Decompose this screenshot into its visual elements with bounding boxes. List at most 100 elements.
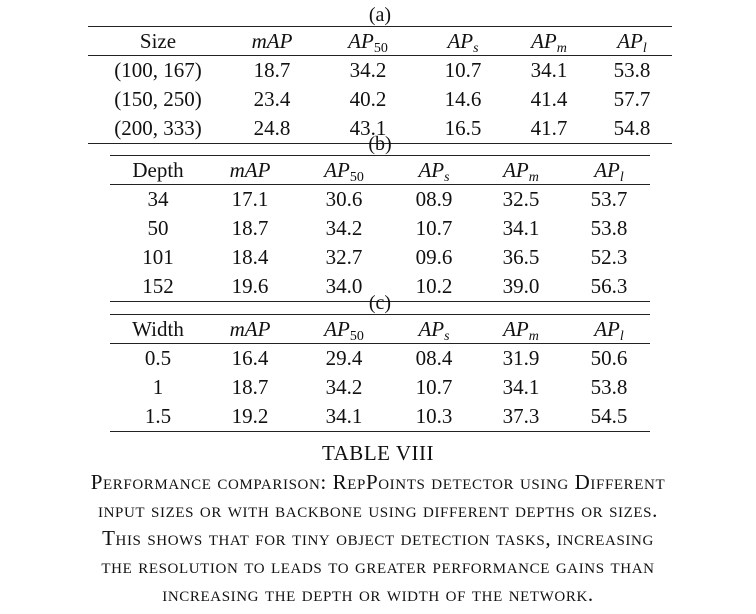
table-cell: 50.6: [590, 346, 628, 370]
table-cell: 0.5: [144, 346, 172, 370]
table-cell: 34.2: [325, 375, 363, 399]
table-cell: 24.8: [253, 116, 291, 140]
table-row: (150, 250) 23.4 40.2 14.6 41.4 57.7: [88, 85, 672, 114]
table-bottom-rule: [110, 301, 650, 302]
column-header: APs: [418, 317, 450, 344]
table-cell: 101: [142, 245, 174, 269]
table-cell: 34.1: [502, 216, 540, 240]
table-row: 0.5 16.4 29.4 08.4 31.9 50.6: [110, 343, 650, 374]
table-cell: (200, 333): [114, 116, 202, 140]
subtable-b-tag: (b): [368, 133, 392, 155]
table-cell: 37.3: [502, 404, 540, 428]
caption-line: the resolution to leads to greater perfo…: [101, 554, 655, 578]
table-cell: 30.6: [325, 187, 363, 211]
table-cell: 34.2: [349, 58, 387, 82]
table-cell: 54.8: [613, 116, 651, 140]
table-row: 152 19.6 34.0 10.2 39.0 56.3: [110, 272, 650, 302]
column-header: APl: [594, 317, 624, 344]
column-header: APm: [503, 317, 539, 344]
table-cell: 41.4: [530, 87, 568, 111]
table-row: 1 18.7 34.2 10.7 34.1 53.8: [110, 373, 650, 402]
column-header: APl: [617, 29, 647, 56]
table-header-row: Depth mAP AP50 APs APm APl: [110, 155, 650, 185]
column-header: APs: [418, 158, 450, 185]
table-cell: 54.5: [590, 404, 628, 428]
table-a: Size mAP AP50 APs APm APl (100, 167) 18.…: [88, 26, 672, 144]
table-c: Width mAP AP50 APs APm APl 0.5 16.4 29.4…: [110, 314, 650, 432]
table-cell: 10.7: [444, 58, 482, 82]
table-cell: 50: [147, 216, 169, 240]
table-cell: 31.9: [502, 346, 540, 370]
table-cell: 18.7: [231, 216, 269, 240]
column-header: Width: [132, 317, 184, 341]
table-cell: 34.1: [502, 375, 540, 399]
table-cell: 29.4: [325, 346, 363, 370]
table-cell: 18.7: [231, 375, 269, 399]
table-cell: 16.4: [231, 346, 269, 370]
caption-line: Performance comparison: RepPoints detect…: [90, 470, 666, 494]
table-caption: TABLE VIII Performance comparison: RepPo…: [0, 438, 756, 608]
table-cell: 34.0: [325, 274, 363, 298]
table-row: (200, 333) 24.8 43.1 16.5 41.7 54.8: [88, 114, 672, 144]
table-cell: 14.6: [444, 87, 482, 111]
table-cell: 1: [152, 375, 164, 399]
subtable-c: (c) Width mAP AP50 APs APm APl 0.5 16.4 …: [110, 292, 650, 432]
table-row: 34 17.1 30.6 08.9 32.5 53.7: [110, 184, 650, 215]
table-bottom-rule: [110, 431, 650, 432]
column-header: mAP: [229, 158, 271, 182]
caption-body: Performance comparison: RepPoints detect…: [0, 468, 756, 608]
table-row: 1.5 19.2 34.1 10.3 37.3 54.5: [110, 402, 650, 432]
table-row: 101 18.4 32.7 09.6 36.5 52.3: [110, 243, 650, 272]
table-cell: 57.7: [613, 87, 651, 111]
table-cell: 10.7: [415, 216, 453, 240]
column-header: AP50: [324, 158, 364, 185]
table-cell: 152: [142, 274, 174, 298]
table-cell: 34.2: [325, 216, 363, 240]
table-cell: 09.6: [415, 245, 453, 269]
table-header-row: Size mAP AP50 APs APm APl: [88, 26, 672, 56]
table-cell: 16.5: [444, 116, 482, 140]
table-cell: 41.7: [530, 116, 568, 140]
table-cell: 40.2: [349, 87, 387, 111]
table-row: (100, 167) 18.7 34.2 10.7 34.1 53.8: [88, 55, 672, 86]
table-cell: 08.9: [415, 187, 453, 211]
table-cell: 10.3: [415, 404, 453, 428]
table-cell: 56.3: [590, 274, 628, 298]
caption-line: This shows that for tiny object detectio…: [102, 526, 654, 550]
table-cell: 36.5: [502, 245, 540, 269]
table-row: 50 18.7 34.2 10.7 34.1 53.8: [110, 214, 650, 243]
column-header: APl: [594, 158, 624, 185]
subtable-b: (b) Depth mAP AP50 APs APm APl 34 17.1 3…: [110, 133, 650, 302]
table-cell: 34.1: [325, 404, 363, 428]
column-header: AP50: [324, 317, 364, 344]
column-header: Size: [139, 29, 177, 53]
table-cell: 53.8: [613, 58, 651, 82]
table-bottom-rule: [88, 143, 672, 144]
caption-title: TABLE VIII: [322, 441, 434, 465]
table-cell: 52.3: [590, 245, 628, 269]
table-cell: 23.4: [253, 87, 291, 111]
table-cell: 39.0: [502, 274, 540, 298]
table-cell: 19.6: [231, 274, 269, 298]
table-cell: (150, 250): [114, 87, 202, 111]
table-cell: 32.5: [502, 187, 540, 211]
table-cell: 34.1: [530, 58, 568, 82]
table-cell: 53.8: [590, 216, 628, 240]
subtable-a-tag: (a): [368, 4, 392, 26]
table-b: Depth mAP AP50 APs APm APl 34 17.1 30.6 …: [110, 155, 650, 302]
column-header: APm: [531, 29, 567, 56]
table-cell: 17.1: [231, 187, 269, 211]
column-header: mAP: [229, 317, 271, 341]
column-header: AP50: [348, 29, 388, 56]
column-header: APs: [447, 29, 479, 56]
subtable-a: (a) Size mAP AP50 APs APm APl (100, 167)…: [88, 4, 672, 144]
table-cell: 43.1: [349, 116, 387, 140]
table-cell: (100, 167): [114, 58, 202, 82]
table-cell: 18.7: [253, 58, 291, 82]
table-cell: 32.7: [325, 245, 363, 269]
table-cell: 08.4: [415, 346, 453, 370]
table-cell: 53.7: [590, 187, 628, 211]
caption-line: input sizes or with backbone using diffe…: [98, 498, 658, 522]
column-header: Depth: [132, 158, 184, 182]
table-cell: 53.8: [590, 375, 628, 399]
